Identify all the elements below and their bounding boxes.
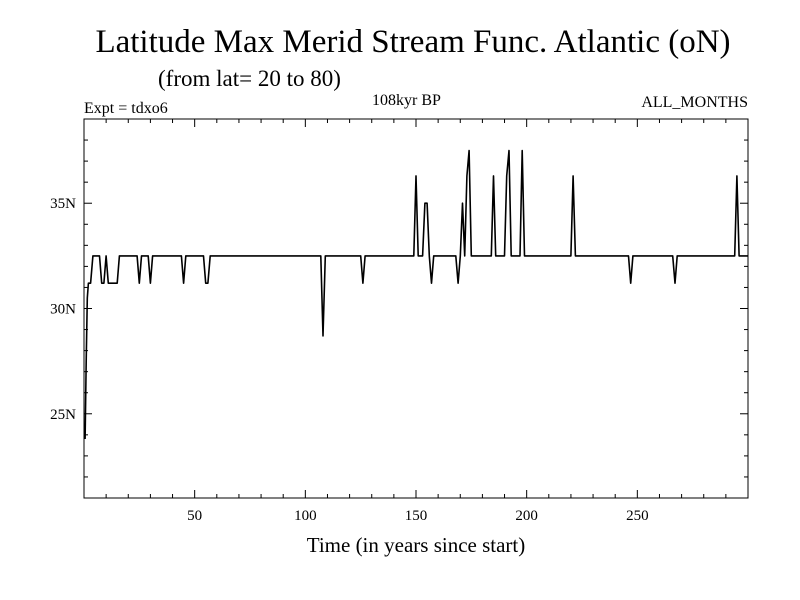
y-tick-label: 30N [50,302,76,318]
months-label: ALL_MONTHS [641,94,748,111]
series-line [84,149,748,440]
x-tick-label: 250 [626,508,649,524]
x-tick-label: 200 [515,508,538,524]
period-label: 108kyr BP [372,92,441,109]
chart-title: Latitude Max Merid Stream Func. Atlantic… [95,24,731,60]
chart-subtitle: (from lat= 20 to 80) [158,66,341,91]
x-axis-label: Time (in years since start) [306,533,526,557]
experiment-label: Expt = tdxo6 [84,100,168,117]
x-tick-label: 100 [294,508,317,524]
axis-tick-labels: 50 100 150 200 250 25N 30N 35N [50,196,648,524]
y-tick-label: 35N [50,196,76,212]
x-tick-label: 50 [187,508,202,524]
axis-ticks [84,119,748,499]
y-tick-label: 25N [50,407,76,423]
x-tick-label: 150 [405,508,428,524]
